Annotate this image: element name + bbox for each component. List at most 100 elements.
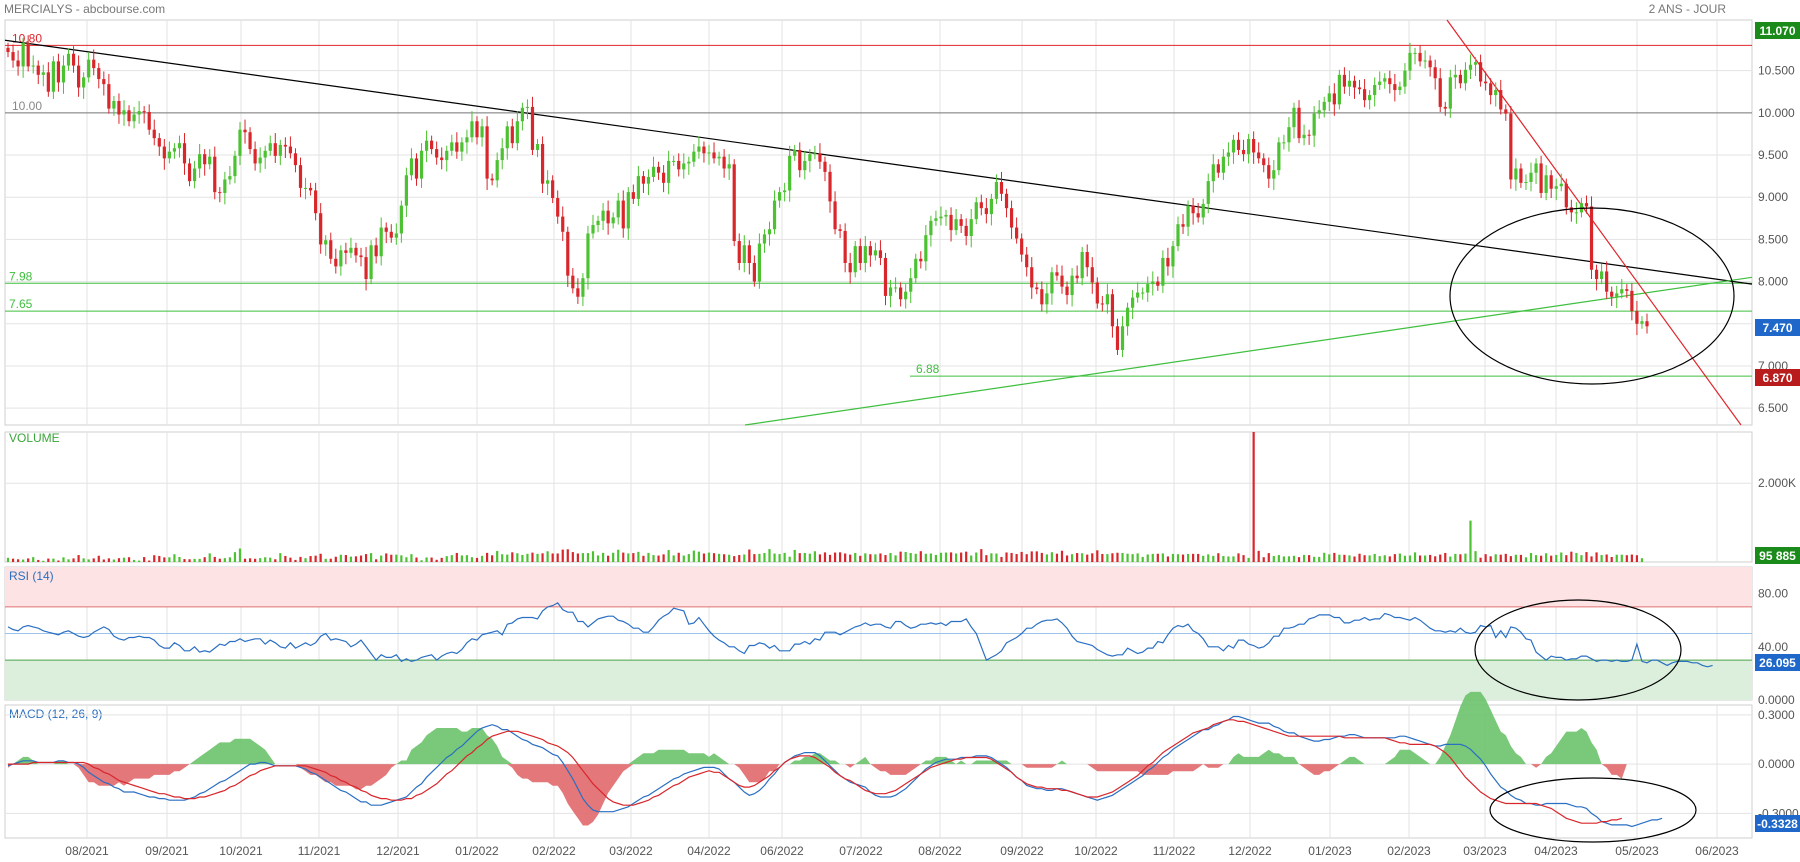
support-trend-line [744, 276, 1753, 426]
volume-bar [1605, 554, 1608, 562]
volume-bar [435, 559, 438, 562]
x-tick-label: 06/2022 [760, 844, 804, 858]
chart-title: MERCIALYS - abcbourse.com [4, 2, 166, 16]
volume-bar [647, 552, 650, 562]
volume-bar [1413, 552, 1417, 562]
candle-body [1287, 127, 1291, 143]
candle-body [1171, 246, 1175, 267]
candle-body [1241, 149, 1246, 155]
volume-bar [138, 560, 141, 562]
x-tick-label: 04/2022 [687, 844, 731, 858]
volume-bar [102, 559, 105, 562]
candle-body [1105, 294, 1109, 305]
candle-body [1584, 203, 1589, 207]
volume-bar [22, 559, 25, 562]
candle-body [556, 198, 560, 217]
candle-body [1544, 175, 1548, 193]
volume-bar [980, 549, 983, 562]
candle-body [878, 250, 883, 258]
volume-bar [11, 558, 15, 562]
candle-body [319, 213, 323, 245]
candle-body [399, 205, 403, 234]
candle-body [182, 143, 187, 164]
volume-bar [359, 555, 363, 562]
candle-body [1035, 287, 1039, 290]
x-tick-label: 05/2023 [1615, 844, 1659, 858]
volume-bar [622, 552, 625, 562]
candle-body [525, 106, 530, 108]
volume-bar [813, 551, 816, 562]
volume-bar [1025, 554, 1028, 562]
price-y-tick: 9.000 [1758, 190, 1788, 204]
volume-bar [143, 557, 146, 562]
candle-body [833, 201, 837, 230]
candle-body [1115, 326, 1120, 350]
candle-body [1332, 93, 1336, 105]
annotation-circle-rsi [1474, 599, 1682, 701]
candle-body [1302, 134, 1306, 139]
candle-body [495, 160, 499, 181]
candle-body [228, 176, 232, 180]
volume-bar [304, 558, 307, 562]
candle-body [1146, 284, 1150, 293]
candle-body [500, 148, 504, 161]
candle-body [1030, 267, 1034, 288]
volume-bar [1499, 554, 1502, 562]
volume-bar [284, 555, 287, 562]
candle-body [808, 154, 812, 161]
candle-body [788, 155, 792, 191]
volume-bar [970, 555, 973, 562]
candle-body [147, 111, 151, 130]
volume-bar [1459, 554, 1462, 562]
level-label: 6.88 [916, 362, 940, 376]
candle-body [56, 61, 61, 83]
candle-body [848, 263, 852, 273]
volume-bar [1176, 554, 1180, 562]
volume-bar [823, 552, 827, 562]
volume-bar [1015, 554, 1018, 562]
volume-bar [702, 553, 706, 562]
volume-bar [1509, 556, 1512, 562]
volume-bar [929, 553, 932, 562]
candle-body [344, 250, 348, 253]
volume-bar [233, 552, 237, 562]
volume-bar [299, 556, 302, 562]
candle-body [66, 53, 71, 66]
candle-body [475, 121, 479, 138]
candle-body [293, 153, 298, 166]
candle-body [1357, 87, 1362, 90]
volume-bar [1227, 556, 1230, 562]
volume-bar [844, 553, 847, 562]
volume-bar [526, 553, 529, 562]
rsi-line [7, 602, 1713, 668]
candle-body [152, 129, 156, 139]
candle-body [157, 138, 161, 147]
volume-bar [697, 551, 701, 562]
volume-bar [47, 558, 50, 562]
price-y-tick: 9.500 [1758, 148, 1788, 162]
volume-bar [380, 555, 383, 562]
downtrend-line [4, 39, 1753, 285]
candle-body [455, 142, 459, 152]
volume-bar [163, 557, 166, 562]
candle-body [853, 246, 857, 273]
candle-body [127, 110, 131, 122]
volume-bar [223, 558, 226, 562]
candle-body [1423, 60, 1427, 62]
x-tick-label: 03/2022 [609, 844, 653, 858]
volume-bar [1585, 552, 1588, 562]
volume-bar [1630, 554, 1633, 562]
x-tick-label: 07/2022 [839, 844, 883, 858]
volume-bar [511, 552, 514, 562]
candle-body [41, 72, 45, 75]
volume-bar [97, 555, 100, 562]
volume-bar [1055, 553, 1059, 562]
candle-body [1090, 267, 1094, 283]
candle-body [1413, 52, 1417, 54]
candle-body [1458, 74, 1463, 84]
candle-body [1494, 90, 1498, 96]
volume-bar [506, 554, 509, 562]
volume-bar [1333, 552, 1336, 562]
volume-bar [254, 558, 257, 562]
candle-body [1337, 74, 1341, 105]
